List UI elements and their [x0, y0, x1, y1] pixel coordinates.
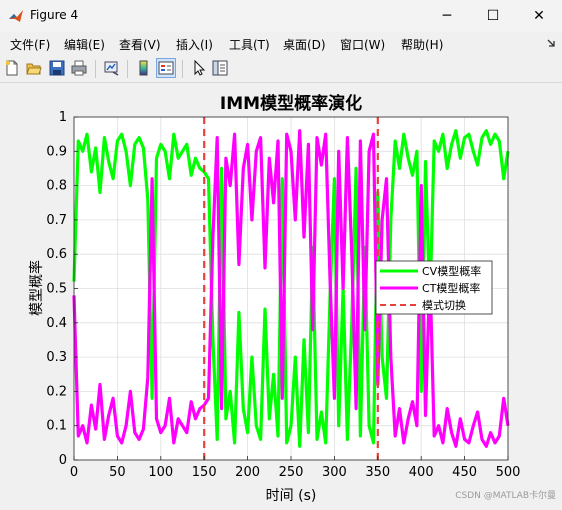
y-axis-label: 模型概率: [28, 260, 45, 316]
legend-icon[interactable]: [156, 58, 176, 78]
y-tick-label: 0.8: [46, 179, 67, 194]
y-tick-label: 0.7: [46, 213, 67, 228]
dock-arrow-icon[interactable]: [546, 38, 556, 48]
x-tick-label: 200: [235, 465, 260, 480]
y-tick-label: 1: [59, 110, 67, 125]
menu-bar: 文件(F) 编辑(E) 查看(V) 插入(I) 工具(T) 桌面(D) 窗口(W…: [0, 32, 562, 54]
x-tick-label: 250: [279, 465, 304, 480]
toolbar-separator: [182, 60, 183, 78]
save-icon[interactable]: [48, 59, 66, 77]
menu-file[interactable]: 文件(F): [10, 38, 51, 52]
x-tick-label: 0: [70, 465, 78, 480]
x-axis-label: 时间 (s): [266, 488, 317, 504]
imm-probability-chart[interactable]: 0 50 100 150 200 250 300 350 400 450 500 0 0.1 0.2 0.…: [0, 83, 562, 507]
toolbar-separator: [127, 60, 128, 78]
y-tick-label: 0.1: [46, 419, 67, 434]
pointer-icon[interactable]: [190, 59, 208, 77]
menu-insert[interactable]: 插入(I): [176, 38, 213, 52]
property-editor-icon[interactable]: [211, 59, 229, 77]
y-tick-label: 0: [59, 453, 67, 468]
print-icon[interactable]: [70, 59, 88, 77]
watermark: CSDN @MATLAB卡尔曼: [455, 489, 556, 501]
y-tick-label: 0.2: [46, 384, 67, 399]
x-tick-label: 500: [496, 465, 521, 480]
chart-title: IMM模型概率演化: [220, 93, 362, 114]
x-tick-label: 50: [109, 465, 126, 480]
matlab-logo-icon: [9, 10, 23, 22]
menu-view[interactable]: 查看(V): [119, 38, 161, 52]
menu-desktop[interactable]: 桌面(D): [283, 38, 326, 52]
y-tick-label: 0.9: [46, 144, 67, 159]
link-plot-icon[interactable]: [103, 59, 121, 77]
menu-help[interactable]: 帮助(H): [401, 38, 444, 52]
x-tick-label: 350: [365, 465, 390, 480]
colorbar-icon[interactable]: [135, 59, 153, 77]
figure-canvas: 0 50 100 150 200 250 300 350 400 450 500 0 0.1 0.2 0.…: [0, 83, 562, 507]
toolbar-separator: [95, 60, 96, 78]
x-tick-label: 450: [452, 465, 477, 480]
x-tick-label: 150: [192, 465, 217, 480]
y-axis-ticks: 0 0.1 0.2 0.3 0.4 0.5 0.6 0.7 0.8 0.9 1: [46, 110, 78, 468]
legend-label-cv: CV模型概率: [422, 264, 481, 278]
close-button[interactable]: ✕: [533, 8, 545, 24]
legend[interactable]: CV模型概率 CT模型概率 模式切换: [375, 260, 493, 315]
figure-toolbar: [0, 56, 562, 83]
window-title: Figure 4: [30, 8, 79, 22]
cv-probability-line: [72, 129, 510, 448]
y-tick-label: 0.6: [46, 247, 67, 262]
legend-label-ct: CT模型概率: [422, 281, 480, 295]
open-folder-icon[interactable]: [25, 59, 43, 77]
x-axis-ticks: 0 50 100 150 200 250 300 350 400 450 500: [70, 456, 521, 480]
ct-probability-line: [72, 129, 510, 448]
minimize-button[interactable]: ─: [442, 8, 452, 24]
menu-tools[interactable]: 工具(T): [229, 38, 270, 52]
x-tick-label: 100: [148, 465, 173, 480]
maximize-button[interactable]: ☐: [486, 8, 500, 24]
new-file-icon[interactable]: [3, 59, 21, 77]
y-tick-label: 0.3: [46, 350, 67, 365]
menu-window[interactable]: 窗口(W): [340, 38, 386, 52]
y-tick-label: 0.5: [46, 282, 67, 297]
x-tick-label: 300: [322, 465, 347, 480]
legend-label-switch: 模式切换: [422, 298, 466, 312]
window-titlebar: Figure 4 ─ ☐ ✕: [0, 0, 562, 32]
menu-edit[interactable]: 编辑(E): [64, 38, 105, 52]
series-layer: [72, 129, 510, 448]
x-tick-label: 400: [409, 465, 434, 480]
y-tick-label: 0.4: [46, 316, 67, 331]
